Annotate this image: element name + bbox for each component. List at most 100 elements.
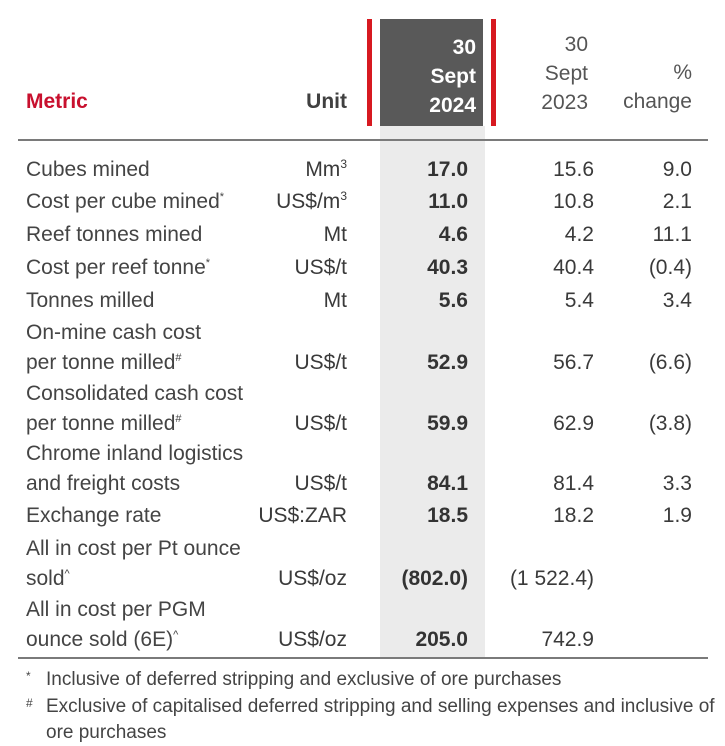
value-2024: 59.9 [427,412,468,435]
header-2024-background [380,19,483,126]
metric-label-line: Reef tonnes mined [26,220,202,250]
unit-cell: Mm3 [220,155,347,185]
metric-text: sold [26,567,65,590]
header-2024-line: 2024 [429,94,476,117]
metric-label: Reef tonnes mined [26,220,202,250]
value-2023: (1 522.4) [509,567,594,590]
footnote: * Inclusive of deferred stripping and ex… [26,667,716,693]
header-2023-line: 30 [564,33,588,56]
metric-label-line: Exchange rate [26,501,161,531]
footnote-text: Exclusive of capitalised deferred stripp… [46,696,715,743]
value-2024: 5.6 [438,289,468,312]
value-2023: 4.2 [564,223,594,246]
unit-text: US$/t [294,412,347,435]
metric-label-line: All in cost per PGM [26,595,206,625]
metric-label: Exchange rate [26,501,161,531]
footnote-mark: # [26,696,33,710]
highlight-column-2024 [380,126,485,658]
header-2024-line: 30 [452,36,476,59]
footnote: # Exclusive of capitalised deferred stri… [26,694,716,746]
metric-text: and freight costs [26,472,181,495]
unit-text: Mt [323,223,347,246]
red-accent-bar-left [367,19,372,126]
metric-label: On-mine cash cost per tonne milled# [26,318,201,378]
header-2023-line: Sept [544,62,588,85]
value-2023: 10.8 [553,190,594,213]
footnote-marker: # [175,413,182,425]
header-change-line: % [673,61,692,84]
metric-label: Cubes mined [26,155,150,185]
unit-text: US$/m [276,190,341,213]
unit-superscript: 3 [340,189,347,203]
metric-label-line: All in cost per Pt ounce [26,534,241,564]
metric-label: Cost per reef tonne* [26,253,210,283]
footnote-mark: * [26,669,31,683]
value-change: (6.6) [648,351,692,374]
metric-label: All in cost per Pt ounce sold^ [26,534,241,594]
metric-text: Reef tonnes mined [26,223,203,246]
metric-label: Tonnes milled [26,286,154,316]
metric-text: Cost per cube mined [26,190,220,213]
metric-text: ounce sold (6E) [26,628,174,651]
unit-cell: US$/t [220,348,347,378]
metric-text: All in cost per PGM [26,598,206,621]
value-change: 9.0 [662,158,692,181]
unit-text: US$/oz [278,628,347,651]
value-change: 3.4 [662,289,692,312]
value-2024: 4.6 [438,223,468,246]
unit-cell: US$/m3 [220,187,347,217]
table-row: Cost per reef tonne* US$/t 40.3 40.4 (0.4) [0,253,725,283]
header-2023-line: 2023 [541,91,588,114]
footnote-marker: ^ [173,629,179,641]
value-change: 1.9 [662,504,692,527]
unit-cell: US$:ZAR [220,501,347,531]
header-2024-label: 30 Sept 2024 [386,33,476,120]
column-header-unit: Unit [306,90,347,113]
metric-label-line: per tonne milled# [26,348,201,378]
unit-cell: US$/t [220,253,347,283]
metric-text: per tonne milled [26,412,176,435]
metric-label-line: Chrome inland logistics [26,439,243,469]
footnote-marker: * [205,257,211,269]
table-row: Consolidated cash cost per tonne milled# U… [0,379,725,439]
value-change: 11.1 [652,223,692,246]
column-header-2023: 30 Sept 2023 [500,30,588,117]
value-2023: 5.4 [564,289,594,312]
unit-cell: US$/oz [220,625,347,655]
table-row: On-mine cash cost per tonne milled# US$/t 5… [0,318,725,378]
table-row: All in cost per Pt ounce sold^ US$/oz (802.… [0,534,725,594]
red-accent-bar-right [491,19,496,126]
metric-label-line: Cost per cube mined* [26,187,224,217]
value-2023: 56.7 [553,351,594,374]
footnote-marker: ^ [64,568,70,580]
header-change-line: change [623,90,692,113]
unit-text: US$/t [294,351,347,374]
footnote-marker: # [175,352,182,364]
value-2024: 17.0 [427,158,468,181]
header-divider [18,139,708,141]
value-change: 3.3 [662,472,692,495]
table-row: Exchange rate US$:ZAR 18.5 18.2 1.9 [0,501,725,531]
value-2023: 18.2 [553,504,594,527]
metric-label: Chrome inland logistics and freight costs [26,439,243,499]
table-row: Cubes mined Mm3 17.0 15.6 9.0 [0,155,725,185]
table-row: Cost per cube mined* US$/m3 11.0 10.8 2.1 [0,187,725,217]
unit-cell: Mt [220,220,347,250]
metric-label: Cost per cube mined* [26,187,224,217]
table-row: Reef tonnes mined Mt 4.6 4.2 11.1 [0,220,725,250]
value-change: (0.4) [648,256,692,279]
metric-label-line: ounce sold (6E)^ [26,625,206,655]
metric-label-line: On-mine cash cost [26,318,201,348]
table-bottom-divider [18,657,708,659]
unit-cell: Mt [220,286,347,316]
metric-text: On-mine cash cost [26,321,202,344]
metric-label-line: per tonne milled# [26,409,243,439]
table-row: Chrome inland logistics and freight costs… [0,439,725,499]
footnote-marker: * [219,191,225,203]
metric-label: All in cost per PGM ounce sold (6E)^ [26,595,206,655]
value-2024: 205.0 [415,628,468,651]
unit-text: Mt [323,289,347,312]
value-2024: 18.5 [427,504,468,527]
value-change: (3.8) [648,412,692,435]
